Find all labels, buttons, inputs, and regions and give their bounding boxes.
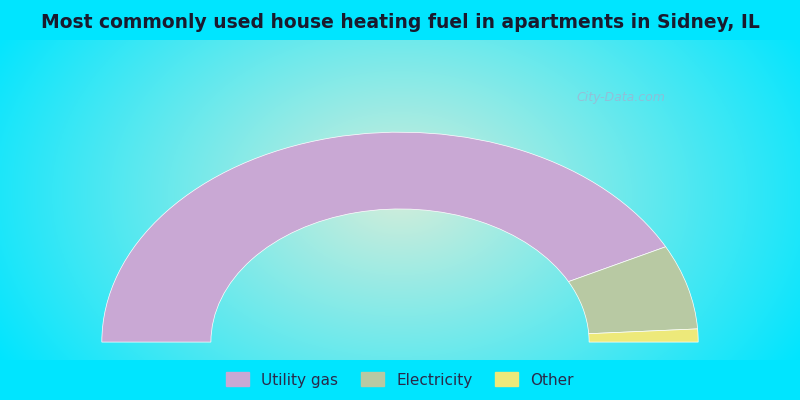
Wedge shape [589,329,698,342]
Wedge shape [569,247,698,334]
Text: City-Data.com: City-Data.com [576,91,665,104]
Legend: Utility gas, Electricity, Other: Utility gas, Electricity, Other [220,366,580,394]
Text: Most commonly used house heating fuel in apartments in Sidney, IL: Most commonly used house heating fuel in… [41,12,759,32]
Wedge shape [102,132,666,342]
